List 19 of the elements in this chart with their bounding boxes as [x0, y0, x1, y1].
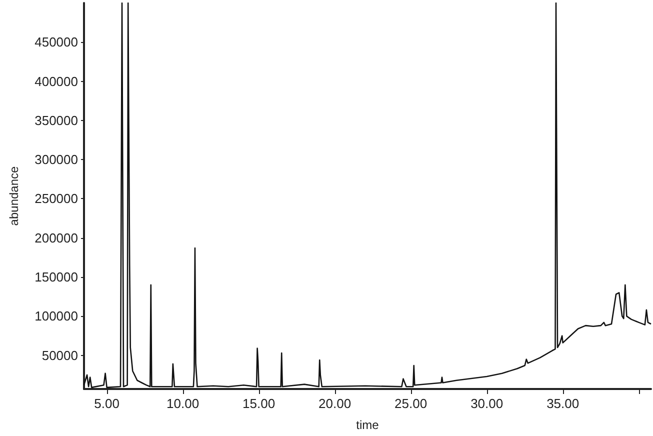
- x-tick-label: 5.00: [94, 396, 120, 411]
- x-tick-label: 25.00: [394, 396, 428, 411]
- x-tick-label: 30.00: [470, 396, 504, 411]
- x-tick-label: 20.00: [318, 396, 352, 411]
- y-tick-label: 300000: [34, 152, 78, 168]
- x-tick-label: 10.00: [166, 396, 200, 411]
- y-tick-label: 400000: [34, 74, 78, 89]
- y-tick-label: 250000: [34, 191, 78, 206]
- y-tick-label: 350000: [34, 112, 78, 128]
- y-tick-label: 100000: [34, 308, 78, 324]
- y-tick-label: 200000: [34, 230, 78, 246]
- y-tick-label: 450000: [34, 34, 78, 50]
- x-axis-title: time: [356, 418, 380, 432]
- x-tick-label: 15.00: [242, 396, 276, 411]
- y-tick-label: 50000: [42, 348, 78, 363]
- x-tick-label: 35.00: [546, 396, 580, 411]
- y-tick-label: 150000: [34, 270, 78, 285]
- y-axis-title: abundance: [7, 166, 21, 226]
- line-series: [83, 2, 652, 388]
